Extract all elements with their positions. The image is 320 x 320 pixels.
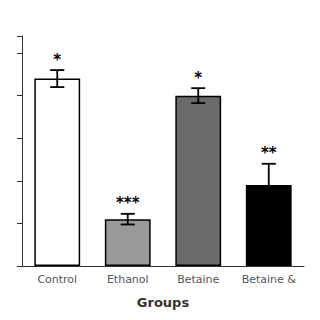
svg-text:Betaine: Betaine xyxy=(177,273,219,286)
svg-text:Groups: Groups xyxy=(137,295,190,310)
svg-text:Betaine &: Betaine & xyxy=(242,273,297,286)
svg-text:***: *** xyxy=(116,194,140,212)
svg-text:Control: Control xyxy=(37,273,77,286)
svg-text:*: * xyxy=(53,51,61,69)
svg-text:Ethanol: Ethanol xyxy=(107,273,149,286)
svg-text:*: * xyxy=(194,69,202,87)
svg-text:**: ** xyxy=(261,144,277,162)
